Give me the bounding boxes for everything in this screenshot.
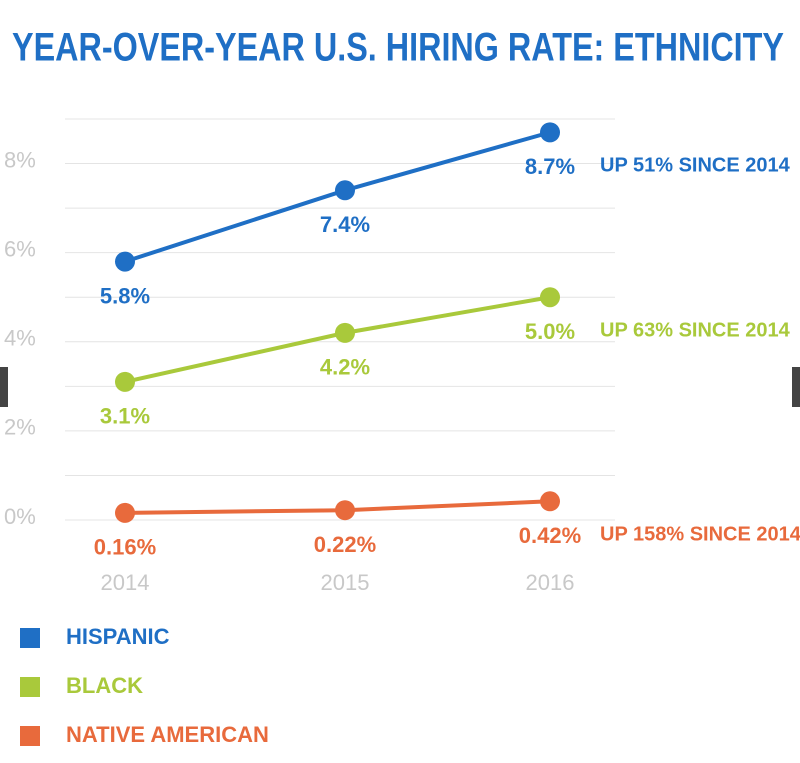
- y-tick-label: 0%: [4, 504, 36, 529]
- value-label: 4.2%: [320, 355, 370, 380]
- data-point: [115, 371, 135, 392]
- y-tick-label: 2%: [4, 415, 36, 440]
- value-label: 0.22%: [314, 532, 376, 557]
- y-tick-label: 4%: [4, 326, 36, 351]
- value-label: 7.4%: [320, 212, 370, 237]
- legend-label: BLACK: [66, 673, 143, 698]
- value-label: 0.16%: [94, 535, 156, 560]
- data-point: [115, 251, 135, 272]
- x-tick-label: 2015: [321, 570, 370, 595]
- annotation: UP 51% SINCE 2014: [600, 155, 791, 177]
- legend-swatch: [20, 677, 40, 697]
- data-point: [335, 180, 355, 201]
- legend-label: NATIVE AMERICAN: [66, 722, 269, 747]
- value-label: 3.1%: [100, 404, 150, 429]
- legend-swatch: [20, 726, 40, 746]
- legend-label: HISPANIC: [66, 624, 170, 649]
- data-point: [540, 287, 560, 308]
- x-tick-label: 2016: [526, 570, 575, 595]
- data-point: [335, 322, 355, 343]
- annotation: UP 158% SINCE 2014: [600, 524, 800, 546]
- data-point: [115, 502, 135, 523]
- annotation: UP 63% SINCE 2014: [600, 320, 791, 342]
- data-point: [540, 491, 560, 512]
- edge-marker: [0, 367, 8, 407]
- chart-title: YEAR-OVER-YEAR U.S. HIRING RATE: ETHNICI…: [12, 26, 784, 70]
- value-label: 0.42%: [519, 523, 581, 548]
- x-tick-label: 2014: [101, 570, 150, 595]
- edge-marker: [792, 367, 800, 407]
- y-tick-label: 6%: [4, 236, 36, 261]
- value-label: 8.7%: [525, 154, 575, 179]
- y-tick-label: 8%: [4, 147, 36, 172]
- data-point: [540, 122, 560, 143]
- value-label: 5.8%: [100, 283, 150, 308]
- series-line: [124, 130, 551, 264]
- value-label: 5.0%: [525, 319, 575, 344]
- legend-swatch: [20, 628, 40, 648]
- data-point: [335, 500, 355, 521]
